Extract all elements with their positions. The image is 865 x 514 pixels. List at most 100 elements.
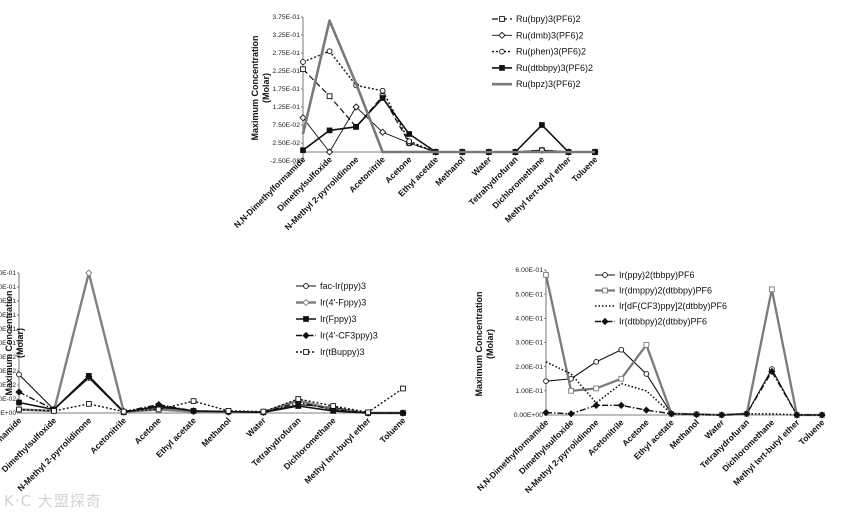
x-tick-label: Toluene bbox=[378, 415, 408, 445]
data-point bbox=[743, 410, 751, 418]
y-tick-label: 2.00E-01 bbox=[515, 364, 543, 371]
data-point bbox=[539, 122, 545, 128]
y-axis-label-unit: (Molar) bbox=[261, 73, 271, 103]
data-point bbox=[593, 358, 600, 365]
y-tick-label: 4.00E-01 bbox=[515, 316, 543, 323]
legend-label: Ir(4'-Fppy)3 bbox=[320, 298, 366, 308]
data-point bbox=[330, 403, 337, 409]
y-tick-label: 1.40E-01 bbox=[0, 312, 16, 319]
legend-marker bbox=[499, 65, 505, 71]
legend-label: Ir(tBuppy)3 bbox=[320, 347, 365, 357]
legend-marker bbox=[303, 283, 309, 289]
y-tick-label: 2.00E-01 bbox=[0, 270, 16, 277]
data-point bbox=[300, 66, 306, 73]
series-2 bbox=[545, 361, 822, 416]
x-tick-label: Water bbox=[244, 415, 268, 439]
data-point bbox=[379, 95, 386, 101]
data-point bbox=[793, 411, 801, 419]
data-point bbox=[399, 409, 407, 417]
y-axis-label: Maximum Concentration bbox=[250, 35, 260, 140]
y-tick-label: 1.80E-01 bbox=[0, 284, 16, 291]
x-tick-label: Acetone bbox=[132, 415, 163, 446]
data-point bbox=[85, 372, 93, 381]
y-tick-label: 4.00E-02 bbox=[0, 382, 16, 389]
legend-label: Ru(dtbbpy)3(PF6)2 bbox=[516, 63, 593, 73]
chart-ru: 3.75E-01 3.25E-01 2.75E-01 2.25E-01 1.75E-01… bbox=[232, 14, 600, 232]
data-point bbox=[667, 410, 676, 418]
data-point bbox=[299, 114, 307, 122]
data-point bbox=[406, 131, 413, 137]
series-line bbox=[302, 106, 595, 153]
y-tick-label: 1.75E-01 bbox=[272, 86, 300, 93]
data-point bbox=[617, 401, 625, 409]
y-tick-label: -2.50E-02 bbox=[270, 158, 300, 165]
legend-marker bbox=[498, 31, 506, 39]
series-line bbox=[18, 271, 403, 415]
data-point bbox=[406, 138, 413, 145]
legend-label: Ir(dmppy)2(dtbbpy)PF6 bbox=[619, 286, 712, 296]
data-point bbox=[155, 406, 162, 413]
data-point bbox=[15, 388, 23, 396]
y-tick-label: 7.50E-02 bbox=[272, 122, 300, 129]
legend-marker bbox=[602, 272, 608, 278]
data-point bbox=[543, 378, 549, 385]
data-point bbox=[189, 407, 198, 415]
legend-marker bbox=[602, 287, 608, 294]
legend-marker bbox=[601, 317, 609, 326]
series-0 bbox=[16, 371, 406, 416]
y-tick-label: 1.25E-01 bbox=[272, 104, 300, 111]
data-point bbox=[16, 399, 22, 406]
series-3 bbox=[542, 367, 826, 419]
x-tick-label: Water bbox=[470, 154, 494, 178]
y-tick-label: 5.00E-01 bbox=[515, 291, 543, 298]
data-point bbox=[225, 408, 232, 414]
y-tick-label: 2.75E-01 bbox=[272, 50, 300, 57]
legend-marker bbox=[499, 16, 505, 22]
y-tick-label: 0.00E+00 bbox=[0, 410, 16, 417]
data-point bbox=[16, 406, 22, 413]
series-line bbox=[18, 387, 404, 413]
legend-label: Ir(Fppy)3 bbox=[320, 314, 357, 324]
x-tick-label: Toluene bbox=[797, 417, 827, 447]
series-1 bbox=[15, 269, 407, 417]
data-point bbox=[618, 346, 625, 353]
y-tick-label: 1.60E-01 bbox=[0, 298, 16, 305]
chart-ir2: 6.00E-01 5.00E-01 4.00E-01 3.00E-01 2.00E-01… bbox=[474, 267, 827, 495]
legend-label: Ru(bpz)3(PF6)2 bbox=[516, 79, 581, 89]
legend-label: Ir(4'-CF3ppy)3 bbox=[320, 331, 378, 341]
series-line bbox=[18, 374, 403, 414]
y-tick-label: 1.00E-01 bbox=[0, 340, 16, 347]
data-point bbox=[326, 93, 333, 100]
data-point bbox=[717, 411, 726, 419]
y-tick-label: 1.00E-01 bbox=[515, 388, 543, 395]
legend-marker bbox=[303, 349, 309, 355]
legend-label: Ru(bpy)3(PF6)2 bbox=[516, 14, 581, 24]
data-point bbox=[768, 286, 775, 293]
legend-label: fac-Ir(ppy)3 bbox=[320, 281, 366, 291]
legend-label: Ir[dF(CF3)ppy]2(dtbby)PF6 bbox=[619, 301, 727, 311]
data-point bbox=[618, 375, 625, 382]
data-point bbox=[400, 385, 406, 392]
data-point bbox=[818, 411, 826, 419]
data-point bbox=[567, 410, 575, 418]
legend-label: Ir(ppy)2(tbbpy)PF6 bbox=[619, 270, 695, 280]
legend-marker bbox=[499, 48, 505, 55]
data-point bbox=[593, 385, 600, 392]
y-axis-label-unit: (Molar) bbox=[15, 328, 25, 358]
data-point bbox=[643, 342, 650, 348]
data-point bbox=[352, 103, 360, 111]
data-point bbox=[300, 147, 306, 154]
series-line bbox=[301, 19, 595, 154]
y-tick-label: 2.50E-02 bbox=[272, 140, 300, 147]
data-point bbox=[592, 401, 600, 409]
legend-marker bbox=[303, 316, 309, 322]
y-tick-label: 3.00E-01 bbox=[515, 340, 543, 347]
y-tick-label: 2.00E-02 bbox=[0, 396, 16, 403]
y-axis-label-unit: (Molar) bbox=[485, 329, 495, 359]
data-point bbox=[16, 371, 22, 378]
data-point bbox=[643, 371, 650, 377]
data-point bbox=[325, 148, 334, 156]
y-axis-label: Maximum Concentration bbox=[4, 290, 14, 395]
x-tick-label: Acetonitrile bbox=[88, 415, 128, 455]
